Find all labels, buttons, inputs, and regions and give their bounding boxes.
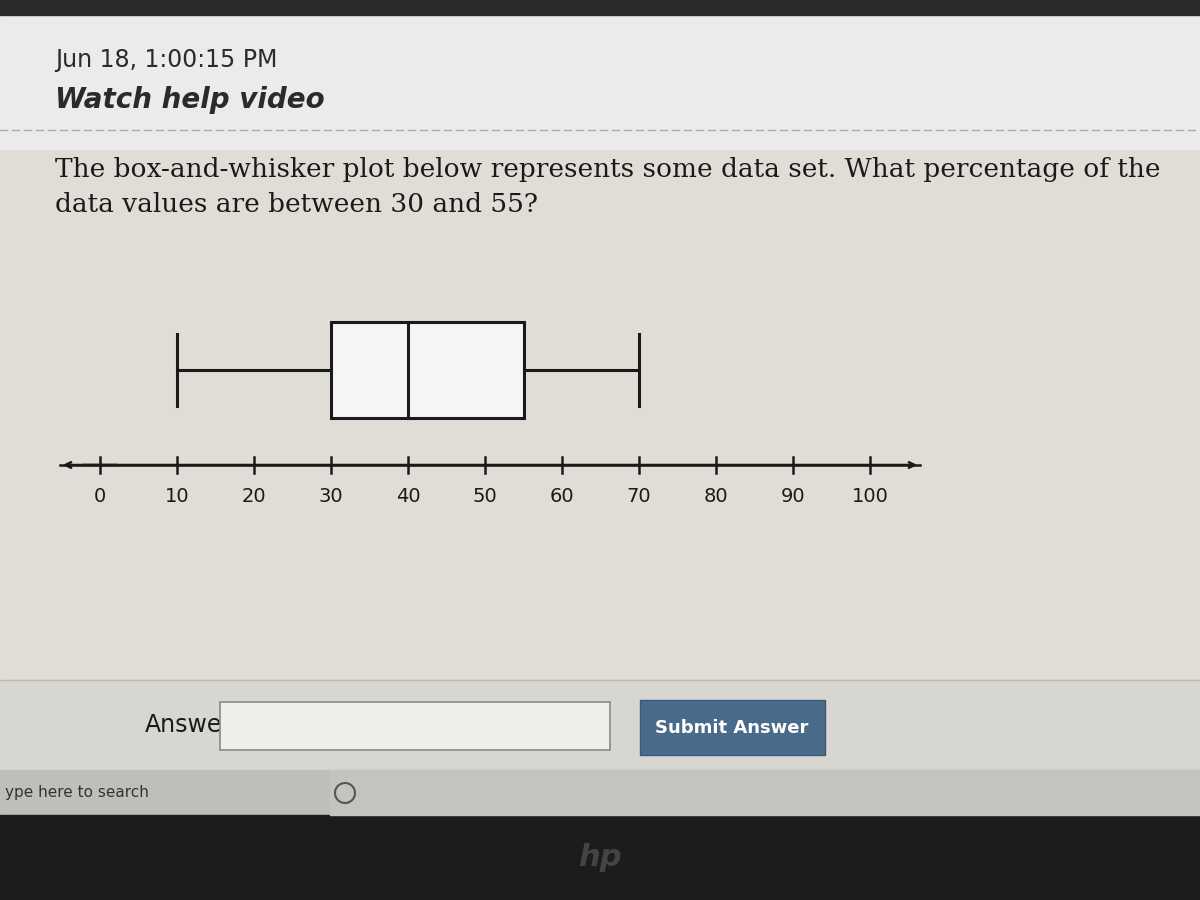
Text: 10: 10: [164, 487, 190, 506]
Text: Submit Answer: Submit Answer: [655, 719, 809, 737]
Bar: [330, 770, 1200, 815]
Bar: [640, 700, 826, 755]
Text: Watch help video: Watch help video: [55, 86, 325, 114]
Bar: [331, 322, 523, 418]
Bar: [0, 815, 1200, 900]
Text: 20: 20: [241, 487, 266, 506]
Text: hp: hp: [578, 843, 622, 872]
Text: 40: 40: [396, 487, 420, 506]
Text: 90: 90: [781, 487, 805, 506]
Bar: [0, 770, 1200, 815]
Text: 50: 50: [473, 487, 497, 506]
Bar: [0, 0, 1200, 15]
Bar: [0, 680, 1200, 770]
Text: 30: 30: [319, 487, 343, 506]
Text: 0: 0: [94, 487, 106, 506]
Text: 60: 60: [550, 487, 575, 506]
Text: Jun 18, 1:00:15 PM: Jun 18, 1:00:15 PM: [55, 48, 277, 72]
Bar: [220, 702, 610, 750]
Bar: [0, 150, 1200, 680]
Text: data values are between 30 and 55?: data values are between 30 and 55?: [55, 193, 538, 218]
Text: Answer:: Answer:: [145, 713, 240, 737]
Bar: [0, 0, 1200, 150]
Text: 70: 70: [626, 487, 652, 506]
Text: 80: 80: [703, 487, 728, 506]
Text: ype here to search: ype here to search: [5, 786, 149, 800]
Text: The box-and-whisker plot below represents some data set. What percentage of the: The box-and-whisker plot below represent…: [55, 158, 1160, 183]
Text: 100: 100: [852, 487, 888, 506]
